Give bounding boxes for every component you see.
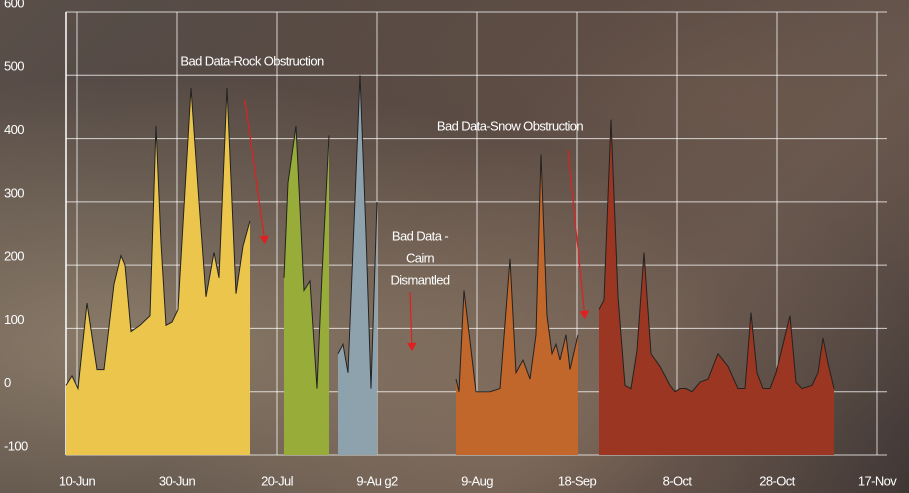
annotation: Bad Data-Snow Obstruction (437, 118, 584, 133)
x-tick-label: 18-Sep (558, 473, 597, 488)
area (456, 154, 578, 455)
annotation: Cairn (406, 250, 434, 265)
area (599, 120, 834, 455)
y-tick-label: 600 (4, 0, 24, 10)
line (456, 154, 578, 391)
x-tick-label: 28-Oct (759, 473, 795, 488)
annotation: Bad Data-Rock Obstruction (180, 53, 324, 68)
x-tick-label: 17-Nov (858, 473, 897, 488)
y-tick-label: 500 (4, 59, 24, 74)
chart: -100 0 100 200 300 400 500 600 10-Jun 30-Jun 20-Ju… (0, 0, 909, 493)
annotation: Dismantled (390, 272, 449, 287)
y-tick-label: 200 (4, 249, 24, 264)
x-tick-label: 9-Au g2 (356, 473, 398, 488)
y-tick-label: 400 (4, 122, 24, 137)
annotation-arrow (410, 292, 412, 350)
line (599, 120, 834, 392)
y-tick-label: -100 (4, 438, 28, 453)
annotation-arrow (245, 100, 265, 243)
y-tick-label: 0 (4, 375, 11, 390)
area (66, 88, 250, 455)
y-tick-label: 300 (4, 185, 24, 200)
y-tick-label: 100 (4, 312, 24, 327)
x-tick-label: 30-Jun (159, 473, 196, 488)
x-tick-label: 8-Oct (663, 473, 693, 488)
annotation: Bad Data - (392, 228, 448, 243)
x-tick-label: 10-Jun (59, 473, 96, 488)
area (284, 126, 329, 455)
x-tick-label: 9-Aug (461, 473, 493, 488)
x-tick-label: 20-Jul (261, 473, 294, 488)
